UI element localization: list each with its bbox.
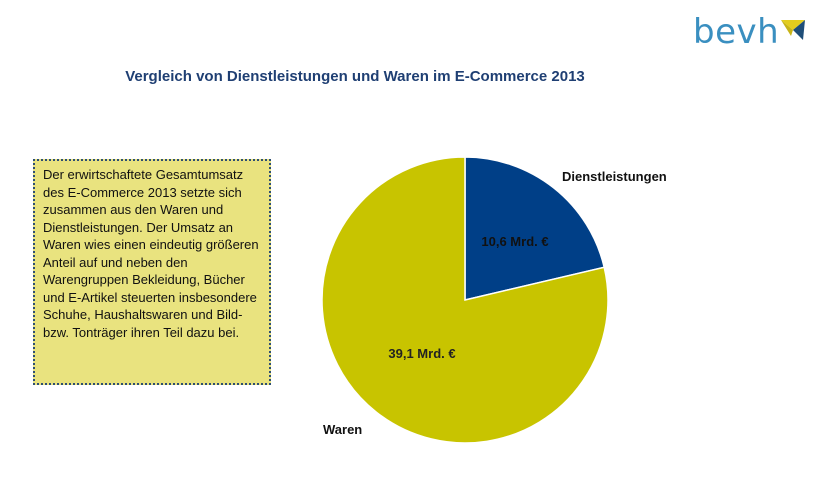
chart-title: Vergleich von Dienstleistungen und Waren…: [125, 68, 585, 85]
category-label-waren: Waren: [323, 422, 362, 437]
logo-mark-icon: [781, 20, 806, 40]
pie-slice-waren: [321, 156, 609, 444]
data-label-dienstleistungen: 10,6 Mrd. €: [481, 234, 548, 249]
bevh-logo: bevh: [693, 12, 806, 56]
description-note: Der erwirtschaftete Gesamtumsatz des E-C…: [33, 159, 271, 385]
data-label-waren: 39,1 Mrd. €: [388, 346, 455, 361]
logo-text: bevh: [693, 12, 780, 52]
category-label-dienstleistungen: Dienstleistungen: [562, 169, 667, 184]
pie-slice-dienstleistungen: [464, 156, 606, 301]
